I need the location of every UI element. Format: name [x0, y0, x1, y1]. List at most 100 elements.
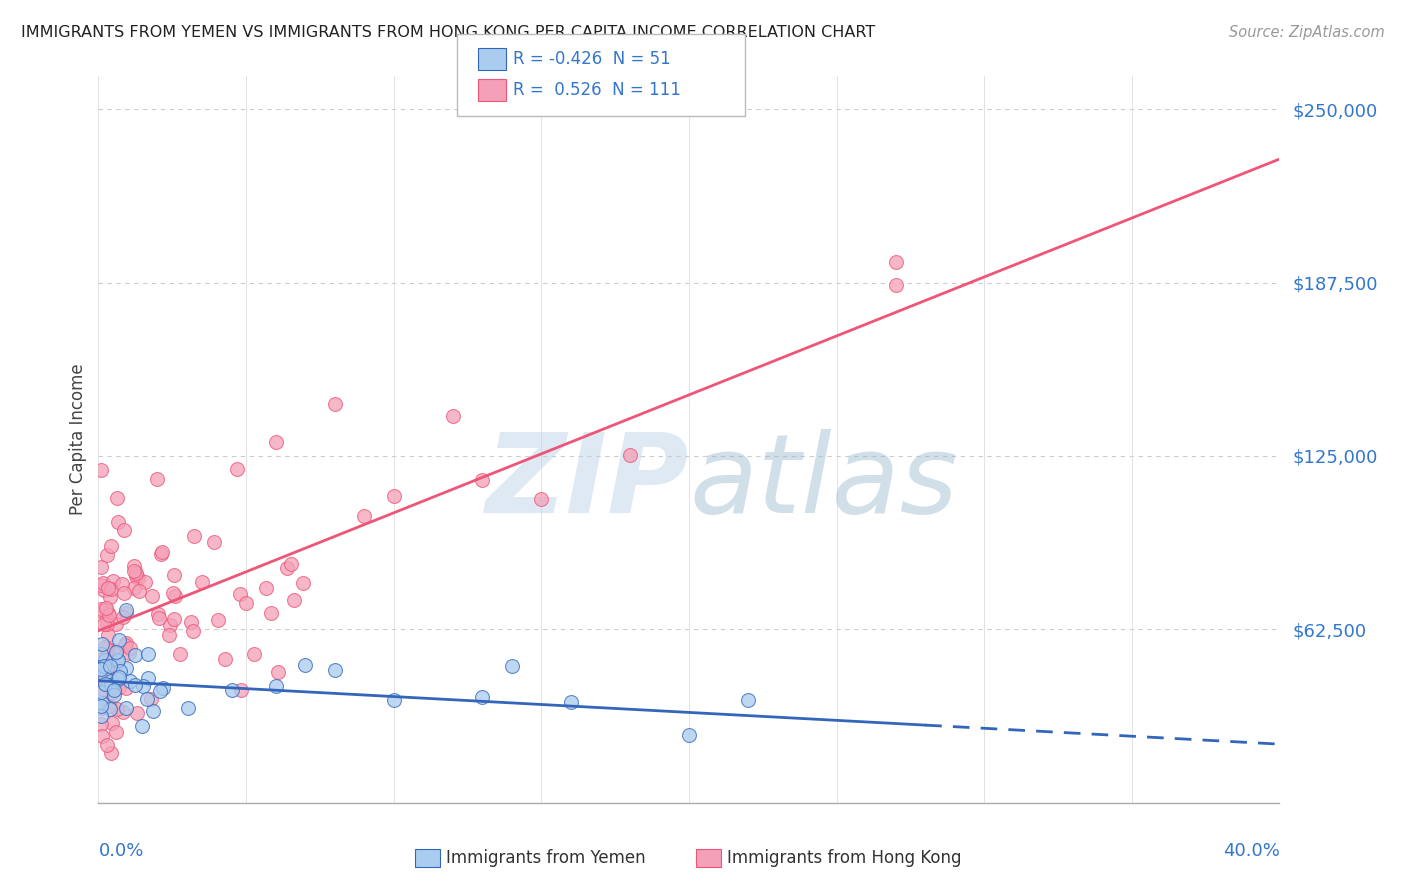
Point — [163, 568, 186, 582]
Point — [103, 683, 125, 698]
Point — [441, 409, 464, 423]
Point — [96, 616, 118, 631]
Point — [181, 624, 204, 638]
Point — [114, 681, 136, 696]
Point — [136, 692, 159, 706]
Point — [97, 628, 120, 642]
Point — [112, 524, 135, 538]
Point — [169, 647, 191, 661]
Point — [118, 641, 141, 656]
Point — [157, 628, 180, 642]
Point — [115, 602, 138, 616]
Point — [108, 633, 131, 648]
Point — [115, 701, 138, 715]
Point — [108, 664, 131, 678]
Text: Source: ZipAtlas.com: Source: ZipAtlas.com — [1229, 25, 1385, 40]
Text: atlas: atlas — [689, 429, 957, 536]
Point — [162, 585, 184, 599]
Text: R =  0.526  N = 111: R = 0.526 N = 111 — [513, 81, 681, 99]
Point — [619, 448, 641, 462]
Point — [90, 696, 112, 710]
Text: ZIP: ZIP — [485, 429, 689, 536]
Point — [103, 688, 125, 702]
Point — [97, 699, 120, 714]
Point — [501, 659, 523, 673]
Point — [183, 529, 205, 543]
Point — [225, 462, 247, 476]
Point — [104, 646, 127, 660]
Point — [267, 665, 290, 679]
Text: 40.0%: 40.0% — [1223, 842, 1279, 860]
Point — [112, 585, 135, 599]
Point — [111, 577, 134, 591]
Point — [100, 582, 122, 597]
Point — [115, 636, 138, 650]
Point — [149, 683, 172, 698]
Point — [105, 725, 128, 739]
Point — [96, 641, 118, 656]
Point — [93, 583, 115, 598]
Point — [294, 658, 316, 673]
Point — [152, 681, 174, 695]
Point — [94, 665, 117, 680]
Point — [142, 704, 165, 718]
Point — [90, 717, 112, 731]
Point — [159, 618, 181, 632]
Point — [105, 654, 128, 668]
Point — [118, 673, 141, 688]
Point — [242, 647, 264, 661]
Point — [101, 642, 124, 657]
Point — [132, 679, 155, 693]
Point — [105, 617, 128, 632]
Point — [115, 606, 138, 620]
Text: R = -0.426  N = 51: R = -0.426 N = 51 — [513, 50, 671, 68]
Point — [100, 716, 122, 731]
Point — [139, 692, 162, 706]
Point — [96, 612, 118, 626]
Point — [90, 604, 112, 618]
Point — [254, 581, 277, 595]
Point — [98, 662, 121, 676]
Point — [90, 559, 112, 574]
Point — [104, 645, 127, 659]
Point — [323, 663, 346, 677]
Point — [136, 648, 159, 662]
Point — [96, 603, 118, 617]
Point — [90, 602, 112, 616]
Point — [100, 539, 122, 553]
Point — [101, 685, 124, 699]
Point — [283, 593, 305, 607]
Point — [96, 601, 118, 615]
Point — [471, 690, 494, 704]
Point — [90, 661, 112, 675]
Y-axis label: Per Capita Income: Per Capita Income — [69, 364, 87, 515]
Point — [94, 640, 117, 654]
Point — [105, 701, 128, 715]
Point — [93, 658, 115, 673]
Point — [91, 576, 114, 591]
Point — [90, 669, 112, 683]
Point — [112, 706, 135, 720]
Point — [530, 492, 553, 507]
Point — [100, 671, 122, 685]
Point — [90, 655, 112, 669]
Point — [104, 658, 127, 673]
Text: IMMIGRANTS FROM YEMEN VS IMMIGRANTS FROM HONG KONG PER CAPITA INCOME CORRELATION: IMMIGRANTS FROM YEMEN VS IMMIGRANTS FROM… — [21, 25, 876, 40]
Point — [146, 607, 169, 622]
Point — [202, 534, 225, 549]
Point — [114, 638, 136, 652]
Point — [100, 673, 122, 688]
Point — [90, 463, 112, 477]
Point — [146, 473, 169, 487]
Point — [90, 698, 112, 713]
Point — [98, 591, 121, 605]
Point — [382, 489, 405, 503]
Point — [229, 682, 252, 697]
Point — [93, 616, 115, 631]
Point — [678, 728, 700, 742]
Point — [207, 613, 229, 627]
Point — [91, 637, 114, 651]
Point — [122, 564, 145, 578]
Point — [264, 680, 287, 694]
Point — [176, 701, 198, 715]
